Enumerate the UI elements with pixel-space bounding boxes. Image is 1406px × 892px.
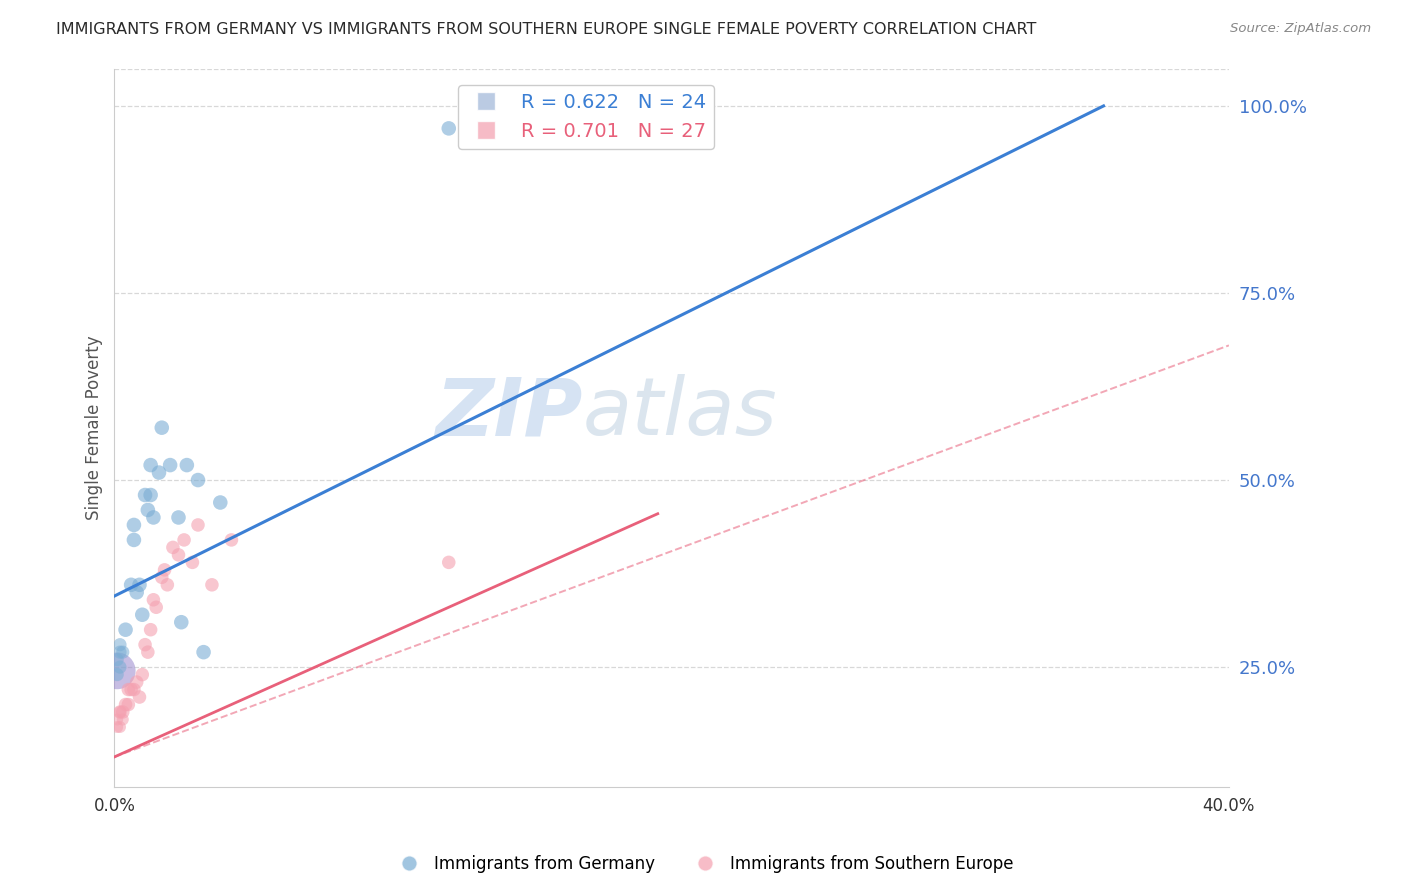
Point: [148, 466, 170, 480]
Point: [108, 638, 131, 652]
Point: [153, 563, 176, 577]
Point: [111, 645, 134, 659]
Point: [136, 645, 159, 659]
Point: [170, 615, 193, 630]
Point: [437, 555, 460, 569]
Point: [142, 510, 165, 524]
Point: [111, 713, 134, 727]
Legend: R = 0.622   N = 24, R = 0.701   N = 27: R = 0.622 N = 24, R = 0.701 N = 27: [458, 86, 714, 149]
Point: [105, 667, 128, 681]
Point: [167, 548, 190, 562]
Point: [150, 420, 173, 434]
Point: [209, 495, 232, 509]
Point: [142, 592, 165, 607]
Point: [114, 698, 136, 712]
Point: [111, 705, 134, 719]
Point: [221, 533, 243, 547]
Point: [120, 578, 142, 592]
Point: [145, 600, 167, 615]
Point: [131, 607, 153, 622]
Point: [105, 720, 128, 734]
Point: [117, 698, 139, 712]
Point: [150, 570, 173, 584]
Point: [134, 488, 156, 502]
Point: [128, 690, 150, 704]
Point: [122, 682, 145, 697]
Point: [187, 473, 209, 487]
Point: [167, 510, 190, 524]
Point: [131, 667, 153, 681]
Point: [201, 578, 224, 592]
Point: [117, 682, 139, 697]
Legend: Immigrants from Germany, Immigrants from Southern Europe: Immigrants from Germany, Immigrants from…: [385, 848, 1021, 880]
Point: [176, 458, 198, 472]
Point: [162, 541, 184, 555]
Point: [125, 675, 148, 690]
Point: [114, 623, 136, 637]
Text: IMMIGRANTS FROM GERMANY VS IMMIGRANTS FROM SOUTHERN EUROPE SINGLE FEMALE POVERTY: IMMIGRANTS FROM GERMANY VS IMMIGRANTS FR…: [56, 22, 1036, 37]
Point: [173, 533, 195, 547]
Point: [120, 682, 142, 697]
Text: ZIP: ZIP: [434, 375, 582, 452]
Point: [108, 660, 131, 674]
Point: [125, 585, 148, 599]
Point: [122, 533, 145, 547]
Point: [437, 121, 460, 136]
Point: [139, 488, 162, 502]
Y-axis label: Single Female Poverty: Single Female Poverty: [86, 335, 103, 520]
Point: [108, 720, 131, 734]
Point: [108, 645, 131, 659]
Point: [156, 578, 179, 592]
Point: [193, 645, 215, 659]
Point: [108, 705, 131, 719]
Text: Source: ZipAtlas.com: Source: ZipAtlas.com: [1230, 22, 1371, 36]
Point: [465, 128, 488, 143]
Text: atlas: atlas: [582, 375, 778, 452]
Point: [134, 638, 156, 652]
Point: [187, 518, 209, 533]
Point: [159, 458, 181, 472]
Point: [108, 705, 131, 719]
Point: [105, 653, 128, 667]
Point: [139, 623, 162, 637]
Point: [122, 518, 145, 533]
Point: [105, 664, 128, 678]
Point: [105, 713, 128, 727]
Point: [181, 555, 204, 569]
Point: [136, 503, 159, 517]
Point: [128, 578, 150, 592]
Point: [139, 458, 162, 472]
